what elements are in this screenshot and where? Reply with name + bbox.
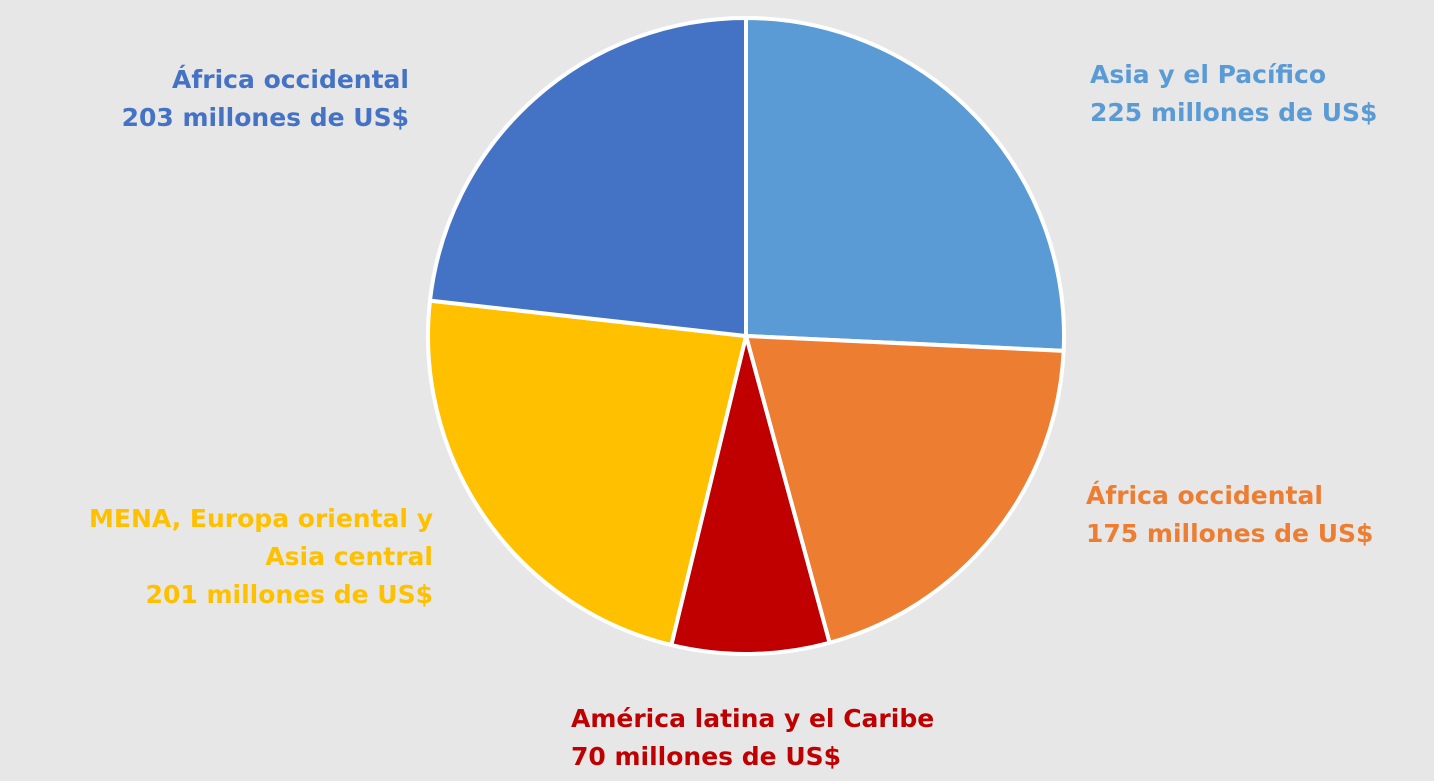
label-africa-orange-name: África occidental — [1086, 481, 1323, 510]
label-africa-orange-value: 175 millones de US$ — [1086, 519, 1374, 548]
slice-africa-occidental-orange — [744, 334, 1066, 645]
label-mena: MENA, Europa oriental y Asia central 201… — [89, 500, 433, 614]
label-africa-blue-value: 203 millones de US$ — [121, 103, 409, 132]
label-asia-name: Asia y el Pacífico — [1090, 60, 1327, 89]
label-america-latina: América latina y el Caribe 70 millones d… — [571, 700, 934, 776]
label-latam-value: 70 millones de US$ — [571, 742, 842, 771]
slice-mena — [426, 298, 748, 648]
label-asia-value: 225 millones de US$ — [1090, 98, 1378, 127]
label-africa-blue-name: África occidental — [172, 65, 409, 94]
label-latam-name: América latina y el Caribe — [571, 704, 935, 733]
label-mena-name-1: MENA, Europa oriental y — [89, 504, 433, 533]
label-mena-name-2: Asia central — [265, 542, 433, 571]
label-asia-pacifico: Asia y el Pacífico 225 millones de US$ — [1090, 56, 1377, 132]
slice-america-latina — [669, 334, 832, 656]
label-africa-occidental-orange: África occidental 175 millones de US$ — [1086, 477, 1373, 553]
slice-africa-occidental-blue — [427, 16, 748, 338]
label-mena-value: 201 millones de US$ — [145, 580, 433, 609]
slice-asia-pacifico — [744, 16, 1066, 353]
label-africa-occidental-blue: África occidental 203 millones de US$ — [122, 61, 409, 137]
